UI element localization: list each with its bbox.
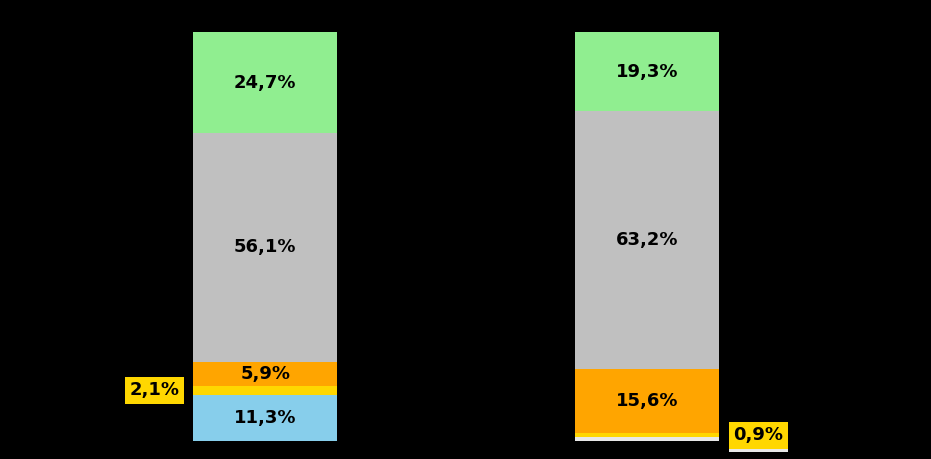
Text: 15,6%: 15,6% — [615, 392, 679, 410]
Text: 63,2%: 63,2% — [615, 231, 679, 249]
Text: 19,3%: 19,3% — [615, 62, 679, 81]
Text: 0,9%: 0,9% — [734, 426, 783, 444]
Bar — [194, 395, 337, 441]
Text: 0,9%: 0,9% — [734, 430, 783, 448]
Bar — [574, 369, 719, 433]
Bar — [194, 133, 337, 362]
Bar — [574, 437, 719, 441]
Bar — [574, 32, 719, 111]
Bar — [194, 362, 337, 386]
Bar — [194, 32, 337, 133]
Bar — [574, 433, 719, 437]
Text: 11,3%: 11,3% — [234, 409, 297, 426]
Bar — [194, 386, 337, 395]
Text: 24,7%: 24,7% — [234, 73, 297, 91]
Text: 56,1%: 56,1% — [234, 238, 297, 257]
Text: 5,9%: 5,9% — [240, 365, 290, 383]
Bar — [574, 111, 719, 369]
Text: 2,1%: 2,1% — [129, 381, 179, 399]
